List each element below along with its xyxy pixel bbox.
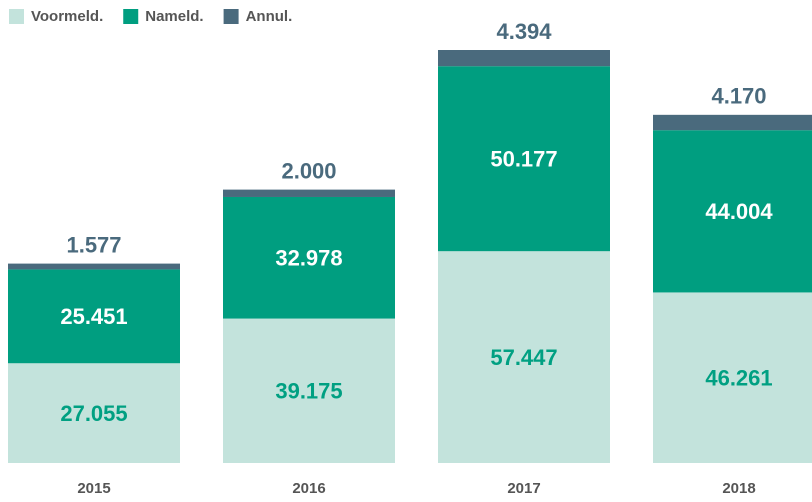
legend-label: Voormeld. <box>31 8 103 25</box>
legend-swatch <box>223 9 239 24</box>
data-label: 50.177 <box>490 147 557 172</box>
data-label: 39.175 <box>275 379 342 404</box>
bar-segment <box>223 189 395 197</box>
x-tick-label: 2017 <box>507 480 540 497</box>
legend-swatch <box>123 9 139 24</box>
bar-segment <box>8 269 180 364</box>
data-label: 1.577 <box>66 232 121 257</box>
x-tick-label: 2015 <box>77 480 110 497</box>
bar-segment <box>438 50 610 67</box>
bar-segment <box>438 251 610 463</box>
bar-segment <box>223 196 395 319</box>
bar-segment <box>653 292 812 463</box>
legend-label: Nameld. <box>145 8 203 25</box>
bar-segment <box>8 363 180 463</box>
bar-segment <box>653 114 812 131</box>
bar-segment <box>653 130 812 293</box>
data-label: 32.978 <box>275 246 342 271</box>
legend-swatch <box>9 9 24 24</box>
x-tick-label: 2016 <box>292 480 325 497</box>
data-label: 44.004 <box>705 199 773 224</box>
data-label: 4.394 <box>496 19 552 44</box>
bar-segment <box>8 263 180 270</box>
data-label: 27.055 <box>60 401 127 426</box>
legend-label: Annul. <box>246 8 293 25</box>
data-label: 57.447 <box>490 345 557 370</box>
data-label: 46.261 <box>705 366 772 391</box>
x-tick-label: 2018 <box>722 480 755 497</box>
data-label: 4.170 <box>711 84 766 109</box>
bar-segment <box>438 66 610 252</box>
bar-segment <box>223 318 395 463</box>
data-label: 2.000 <box>281 158 336 183</box>
data-label: 25.451 <box>60 304 127 329</box>
